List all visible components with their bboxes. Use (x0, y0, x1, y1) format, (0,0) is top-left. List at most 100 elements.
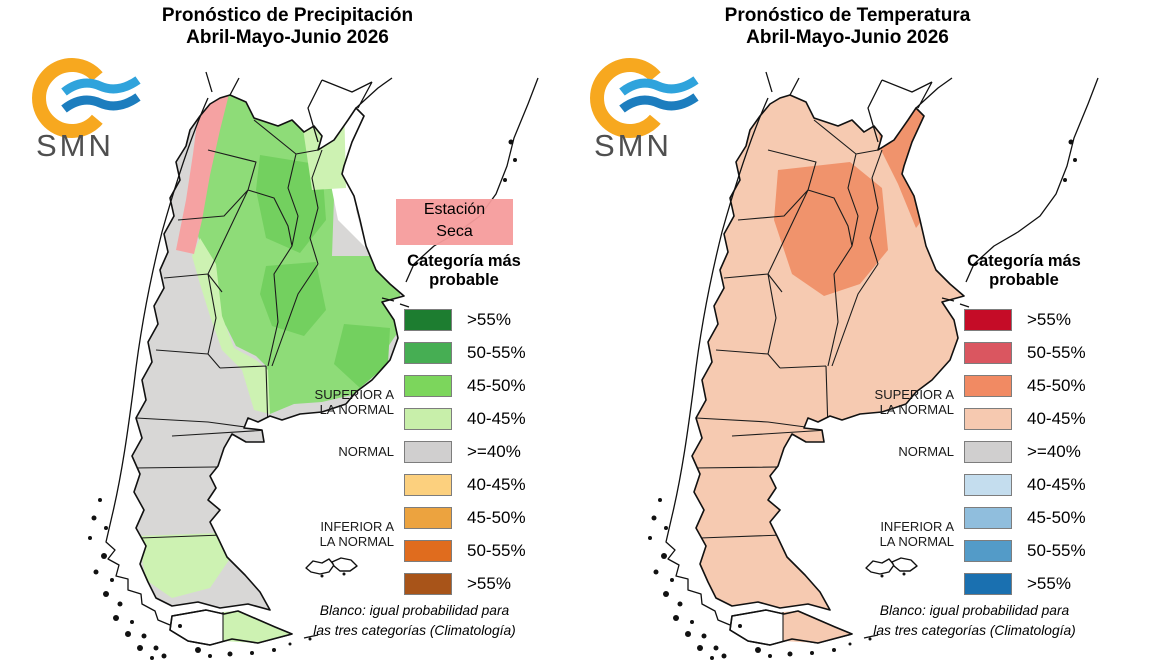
legend-heading-line1: Categoría más (407, 252, 521, 270)
legend-range: 50-55% (467, 342, 526, 362)
region-tdf (783, 611, 852, 643)
legend-range: 50-55% (1027, 342, 1086, 362)
paraguay-brazil-borders (867, 77, 953, 143)
island-speck (848, 642, 852, 646)
island-speck (697, 645, 703, 651)
legend-group-below-normal: INFERIOR A LA NORMAL (879, 519, 954, 549)
island-speck (141, 633, 147, 639)
island-speck (342, 572, 346, 576)
island-speck (661, 553, 667, 559)
legend-swatch (964, 440, 1012, 463)
legend-swatch (404, 473, 452, 496)
island-speck (153, 645, 159, 651)
legend-heading-line2: probable (429, 271, 499, 289)
legend-group-above-normal: SUPERIOR A LA NORMAL (874, 387, 954, 417)
legend-rows: SUPERIOR A LA NORMAL NORMAL INFERIOR A L… (302, 303, 547, 600)
argentina-outline (131, 94, 405, 611)
legend-swatch (964, 374, 1012, 397)
island-speck (880, 574, 884, 578)
smn-logo (26, 52, 144, 144)
island-speck (308, 637, 312, 641)
brazil-uruguay-coast (965, 77, 1099, 283)
legend-swatch (404, 308, 452, 331)
island-speck (110, 578, 114, 582)
island-speck (648, 536, 652, 540)
island-speck (690, 620, 694, 624)
island-speck (710, 656, 714, 660)
island-speck (673, 615, 679, 621)
island-speck (125, 631, 131, 637)
region-dark (256, 155, 326, 253)
legend-swatch (404, 407, 452, 430)
island-speck (195, 647, 201, 653)
legend-group-above-normal: SUPERIOR A LA NORMAL (314, 387, 394, 417)
temperature-footnote: Blanco: igual probabilidad para las tres… (873, 603, 1076, 638)
legend-group-normal: NORMAL (898, 444, 954, 459)
argentina-map-svg (88, 71, 539, 660)
legend-heading-line2: probable (989, 271, 1059, 289)
dry-season-line1: Estación (423, 201, 486, 218)
island-speck (701, 633, 707, 639)
island-speck (103, 591, 109, 597)
legend-group-normal: NORMAL (338, 444, 394, 459)
legend-range: >55% (467, 573, 511, 593)
island-speck (98, 498, 102, 502)
smn-logo-icon (32, 58, 141, 138)
legend-range: >55% (1027, 573, 1071, 593)
precipitation-map (60, 70, 540, 662)
region-pale (192, 238, 270, 414)
legend-swatch (964, 473, 1012, 496)
temperature-title: Pronóstico de Temperatura Abril-Mayo-Jun… (660, 5, 1035, 49)
precipitation-title: Pronóstico de Precipitación Abril-Mayo-J… (100, 5, 475, 49)
island-speck (137, 645, 143, 651)
smn-logo-text: SMN (594, 128, 672, 163)
argentina-map-svg (648, 71, 1099, 660)
island-speck (250, 651, 254, 655)
legend-range: 40-45% (1027, 408, 1086, 428)
island-speck (651, 515, 657, 521)
island-speck (658, 498, 662, 502)
province-borders (693, 119, 883, 539)
chile-coast (105, 97, 209, 626)
island-speck (664, 526, 668, 530)
island-speck (227, 651, 233, 657)
island-speck (721, 653, 727, 659)
legend-range: 45-50% (1027, 375, 1086, 395)
island-speck (685, 631, 691, 637)
island-speck (768, 654, 772, 658)
region-dark (260, 262, 326, 336)
legend-group-below-normal: INFERIOR A LA NORMAL (319, 519, 394, 549)
island-speck (130, 620, 134, 624)
island-speck (150, 656, 154, 660)
legend-swatch (964, 572, 1012, 595)
island-speck (288, 642, 292, 646)
island-speck (508, 139, 514, 145)
region-tdf (223, 611, 292, 643)
island-speck (810, 651, 814, 655)
bolivia-border (205, 71, 240, 96)
island-speck (320, 574, 324, 578)
legend-swatch (404, 572, 452, 595)
island-speck (787, 651, 793, 657)
precipitation-title-line1: Pronóstico de Precipitación (161, 5, 414, 26)
island-speck (88, 536, 92, 540)
province-borders (133, 119, 323, 539)
legend-swatch (964, 341, 1012, 364)
dry-season-label: Estación Seca (396, 199, 513, 245)
island-speck (503, 178, 507, 182)
legend-range: >55% (1027, 309, 1071, 329)
island-speck (1068, 139, 1074, 145)
legend-range: >=40% (467, 441, 521, 461)
legend-rows: SUPERIOR A LA NORMAL NORMAL INFERIOR A L… (862, 303, 1107, 600)
island-speck (832, 648, 836, 652)
region-pink_band (176, 95, 232, 254)
island-speck (713, 645, 719, 651)
argentina-outline (691, 94, 965, 611)
legend-swatch (964, 407, 1012, 430)
island-speck (663, 591, 669, 597)
legend-range: >55% (467, 309, 511, 329)
island-speck (113, 615, 119, 621)
bolivia-border (765, 71, 800, 96)
paraguay-brazil-borders (307, 77, 393, 143)
